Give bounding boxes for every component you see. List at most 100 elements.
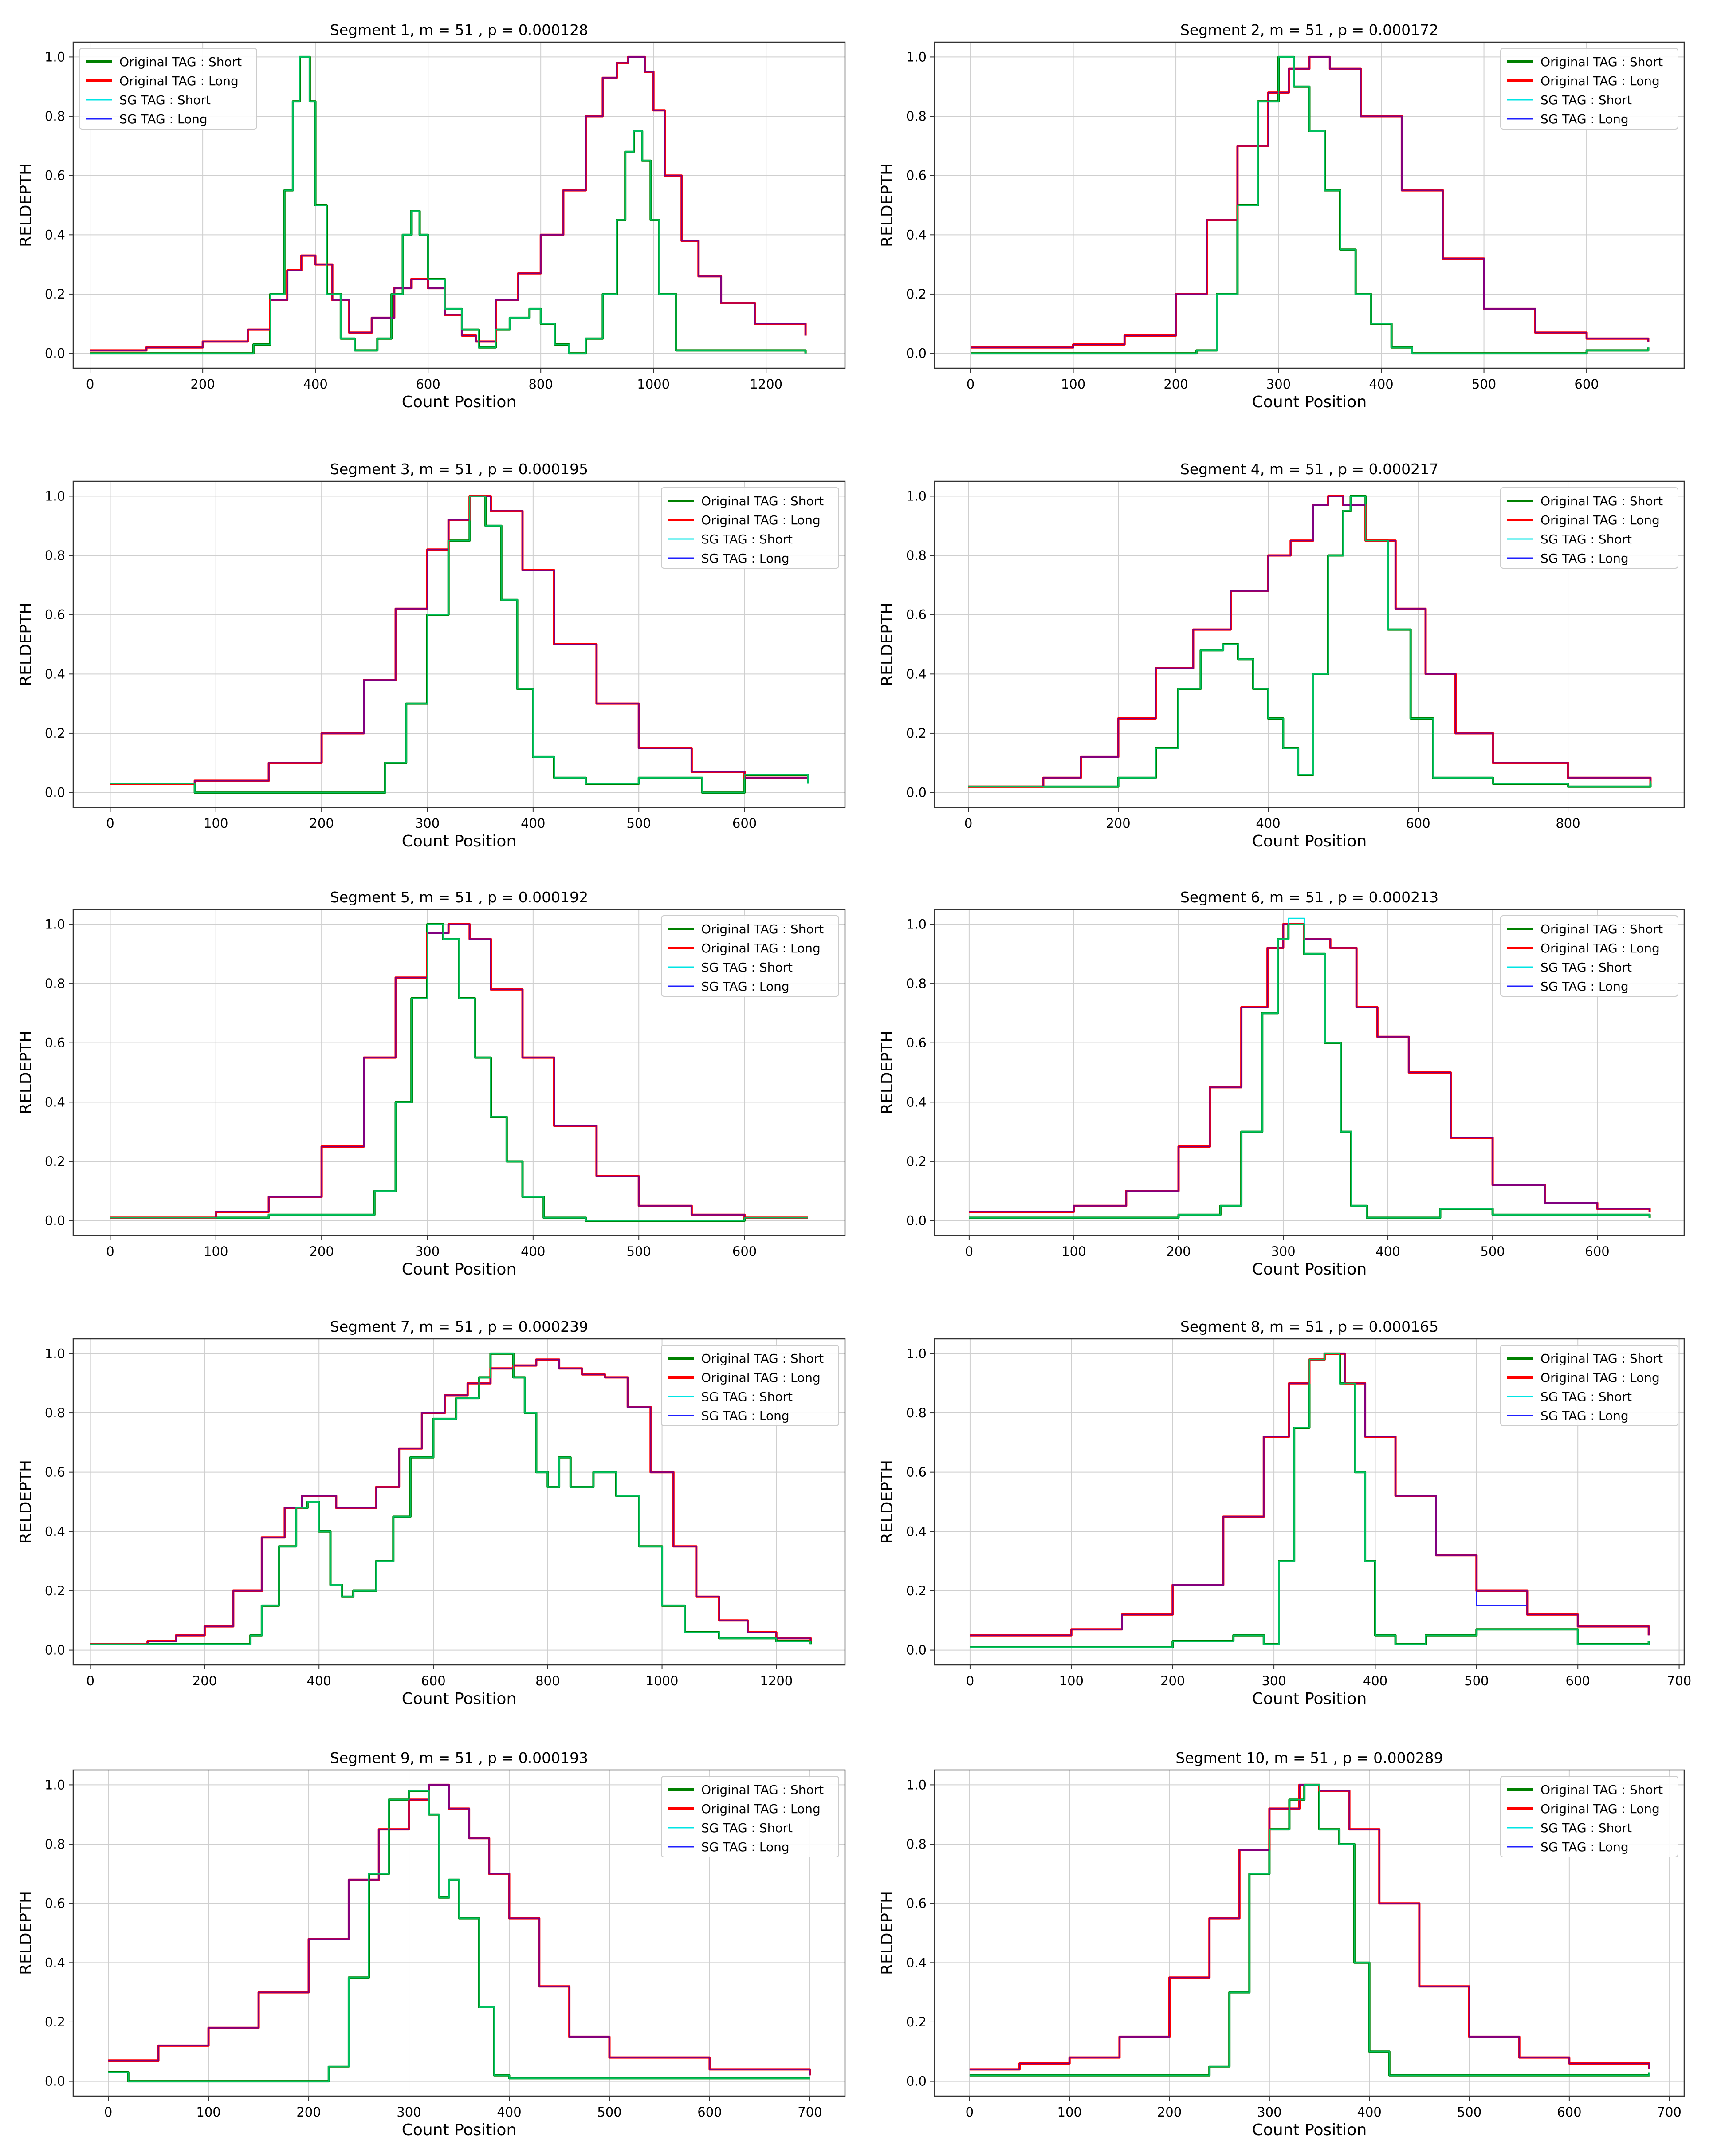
legend-label: Original TAG : Long (1540, 1370, 1660, 1385)
y-tick-label: 0.6 (45, 1035, 65, 1050)
legend: Original TAG : Short Original TAG : Long S… (1500, 1345, 1678, 1426)
y-tick-label: 1.0 (906, 1346, 927, 1361)
x-axis-label: Count Position (1252, 393, 1367, 411)
overlap-short-line (971, 56, 1649, 354)
legend-box (661, 1345, 839, 1426)
y-tick-label: 0.6 (906, 1896, 927, 1911)
x-tick-label: 400 (1375, 1244, 1400, 1259)
x-tick-label: 0 (106, 816, 114, 831)
chart-panel-5: 0 100 200 300 400 500 600 0.0 0.2 0.4 0.6 0.8 1.0 Seg… (17, 889, 846, 1279)
legend-label: SG TAG : Long (1540, 551, 1629, 566)
legend-label: SG TAG : Long (701, 1840, 790, 1854)
x-tick-label: 500 (627, 816, 651, 831)
legend: Original TAG : Short Original TAG : Long S… (661, 1776, 839, 1857)
overlap-long-line (90, 56, 806, 351)
x-axis-label: Count Position (402, 2121, 517, 2139)
overlap-long-line (90, 1359, 812, 1645)
y-tick-label: 0.8 (906, 548, 927, 563)
y-tick-label: 0.2 (45, 1583, 65, 1598)
legend-label: SG TAG : Long (1540, 1840, 1629, 1854)
y-tick-label: 0.2 (906, 726, 927, 741)
y-tick-label: 0.0 (906, 2074, 927, 2089)
y-tick-label: 0.4 (906, 227, 927, 242)
x-tick-label: 200 (193, 1673, 217, 1688)
plot-frame (72, 480, 846, 808)
x-tick-label: 400 (1357, 2105, 1382, 2120)
overlap-short-line (969, 923, 1650, 1219)
x-tick-label: 100 (1061, 1244, 1086, 1259)
y-tick-label: 0.4 (906, 666, 927, 681)
plot-frame (72, 1769, 846, 2097)
x-tick-label: 400 (521, 1244, 545, 1259)
y-tick-label: 0.0 (906, 1213, 927, 1228)
chart-title: Segment 5, m = 51 , p = 0.000192 (330, 889, 588, 906)
y-axis-label: RELDEPTH (878, 1460, 896, 1544)
y-tick-label: 0.8 (45, 1837, 65, 1852)
legend-label: SG TAG : Short (119, 93, 211, 107)
chart-title: Segment 1, m = 51 , p = 0.000128 (330, 21, 588, 39)
legend: Original TAG : Short Original TAG : Long S… (79, 48, 257, 130)
legend: Original TAG : Short Original TAG : Long S… (1500, 48, 1678, 130)
y-tick-label: 0.2 (45, 2014, 65, 2030)
y-axis-label: RELDEPTH (17, 1031, 35, 1114)
x-tick-label: 0 (965, 1244, 973, 1259)
y-tick-label: 0.8 (906, 1837, 927, 1852)
legend-label: Original TAG : Short (1540, 922, 1663, 936)
legend-box (1500, 48, 1678, 130)
x-tick-label: 400 (1369, 377, 1393, 392)
y-tick-label: 0.0 (45, 1213, 65, 1228)
x-tick-label: 200 (309, 1244, 334, 1259)
overlap-short-line (90, 56, 806, 354)
x-tick-label: 0 (964, 816, 972, 831)
legend-box (661, 915, 839, 997)
x-tick-label: 400 (1363, 1673, 1387, 1688)
legend-label: Original TAG : Long (1540, 941, 1660, 956)
x-tick-label: 600 (732, 1244, 757, 1259)
legend-label: Original TAG : Short (1540, 1351, 1663, 1366)
chart-panel-2: 0 100 200 300 400 500 600 0.0 0.2 0.4 0.6 0.8 1.0 Seg… (878, 21, 1685, 411)
legend: Original TAG : Short Original TAG : Long S… (661, 1345, 839, 1426)
overlap-long-line (968, 495, 1651, 787)
x-tick-label: 100 (1059, 1673, 1084, 1688)
y-tick-label: 0.4 (45, 1955, 65, 1970)
x-tick-label: 800 (1556, 816, 1580, 831)
plot-frame (934, 1338, 1685, 1666)
y-tick-label: 0.6 (45, 1465, 65, 1480)
legend-label: Original TAG : Long (701, 1802, 821, 1816)
plot-frame (934, 480, 1685, 808)
chart-panel-3: 0 100 200 300 400 500 600 0.0 0.2 0.4 0.6 0.8 1.0 Seg… (17, 460, 846, 850)
y-tick-label: 0.2 (906, 1583, 927, 1598)
overlap-short-line (970, 1353, 1650, 1648)
y-axis-label: RELDEPTH (17, 602, 35, 686)
y-tick-label: 0.0 (45, 1643, 65, 1658)
legend-label: SG TAG : Short (1540, 532, 1632, 547)
overlap-short-line (110, 495, 809, 794)
x-tick-label: 200 (1160, 1673, 1185, 1688)
y-tick-label: 0.0 (906, 785, 927, 800)
x-tick-label: 200 (1157, 2105, 1182, 2120)
x-tick-label: 100 (1061, 377, 1085, 392)
legend-label: SG TAG : Long (701, 1408, 790, 1423)
x-tick-label: 800 (535, 1673, 560, 1688)
x-tick-label: 600 (1406, 816, 1430, 831)
plot-frame (72, 1338, 846, 1666)
x-tick-label: 0 (966, 2105, 974, 2120)
y-axis-label: RELDEPTH (878, 1891, 896, 1975)
x-tick-label: 500 (1480, 1244, 1505, 1259)
plot-frame (934, 909, 1685, 1236)
x-axis-label: Count Position (1252, 832, 1367, 850)
y-tick-label: 0.0 (45, 2074, 65, 2089)
chart-title: Segment 8, m = 51 , p = 0.000165 (1180, 1318, 1438, 1335)
y-tick-label: 0.4 (45, 666, 65, 681)
legend-label: SG TAG : Short (1540, 960, 1632, 975)
legend-box (661, 1776, 839, 1857)
legend-label: Original TAG : Long (701, 1370, 821, 1385)
y-tick-label: 0.4 (45, 227, 65, 242)
chart-title: Segment 7, m = 51 , p = 0.000239 (330, 1318, 588, 1335)
x-tick-label: 0 (86, 1673, 94, 1688)
x-tick-label: 400 (497, 2105, 521, 2120)
legend-label: SG TAG : Long (1540, 979, 1629, 994)
legend-label: SG TAG : Long (119, 112, 208, 126)
x-tick-label: 200 (309, 816, 334, 831)
